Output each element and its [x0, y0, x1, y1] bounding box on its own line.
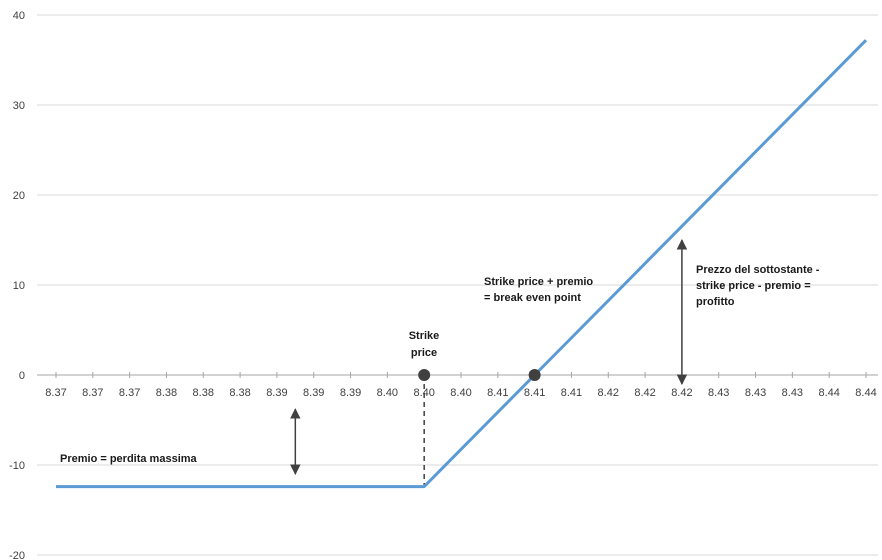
x-tick-label: 8.37 [119, 387, 140, 399]
x-tick-label: 8.43 [708, 387, 729, 399]
annotation-line: Prezzo del sottostante - [696, 264, 820, 276]
x-tick-label: 8.37 [45, 387, 66, 399]
annotation-line: Premio = perdita massima [60, 453, 198, 465]
y-tick-label: -20 [9, 550, 25, 560]
y-tick-label: -10 [9, 460, 25, 472]
series [56, 39, 868, 489]
y-tick-label: 10 [13, 280, 25, 292]
x-tick-label: 8.41 [561, 387, 582, 399]
annotation-line: price [411, 347, 437, 359]
x-tick-label: 8.38 [193, 387, 214, 399]
x-tick-label: 8.38 [229, 387, 250, 399]
annotation-line: profitto [696, 296, 735, 308]
x-tick-label: 8.43 [782, 387, 803, 399]
x-tick-label: 8.42 [634, 387, 655, 399]
x-tick-label: 8.42 [598, 387, 619, 399]
annotation-line: strike price - premio = [696, 280, 811, 292]
x-tick-label: 8.39 [266, 387, 287, 399]
gridlines [37, 14, 878, 556]
x-tick-label: 8.40 [377, 387, 398, 399]
x-tick-label: 8.42 [671, 387, 692, 399]
x-tick-label: 8.37 [82, 387, 103, 399]
x-tick-label: 8.43 [745, 387, 766, 399]
markers [418, 369, 541, 381]
y-axis-labels: -20 -10 0 10 20 30 40 [9, 10, 25, 560]
y-tick-label: 0 [19, 370, 25, 382]
strike-marker [418, 369, 431, 381]
guides [290, 238, 688, 487]
x-tick-label: 8.40 [450, 387, 471, 399]
annotation-profit: Prezzo del sottostante - strike price - p… [696, 264, 820, 308]
annotation-line: = break even point [484, 292, 581, 304]
annotation-strike: Strike price [409, 330, 440, 359]
annotation-breakeven: Strike price + premio = break even point [484, 276, 593, 304]
x-tick-label: 8.41 [487, 387, 508, 399]
x-tick-label: 8.44 [818, 387, 839, 399]
x-tick-label: 8.39 [303, 387, 324, 399]
x-tick-label: 8.44 [855, 387, 876, 399]
annotation-line: Strike price + premio [484, 276, 593, 288]
x-tick-label: 8.41 [524, 387, 545, 399]
x-axis: 8.37 8.37 8.37 8.38 8.38 8.38 8.39 8.39 8.39 8.40… [37, 372, 878, 399]
x-tick-label: 8.39 [340, 387, 361, 399]
x-tick-label: 8.38 [156, 387, 177, 399]
y-tick-label: 40 [13, 10, 25, 22]
annotation-line: Strike [409, 330, 440, 342]
y-tick-label: 20 [13, 190, 25, 202]
annotations: Strike price Strike price + premio = break … [60, 264, 820, 465]
breakeven-marker [528, 369, 541, 381]
annotation-premio: Premio = perdita massima [60, 453, 198, 465]
payoff-line [56, 39, 868, 489]
y-tick-label: 30 [13, 100, 25, 112]
